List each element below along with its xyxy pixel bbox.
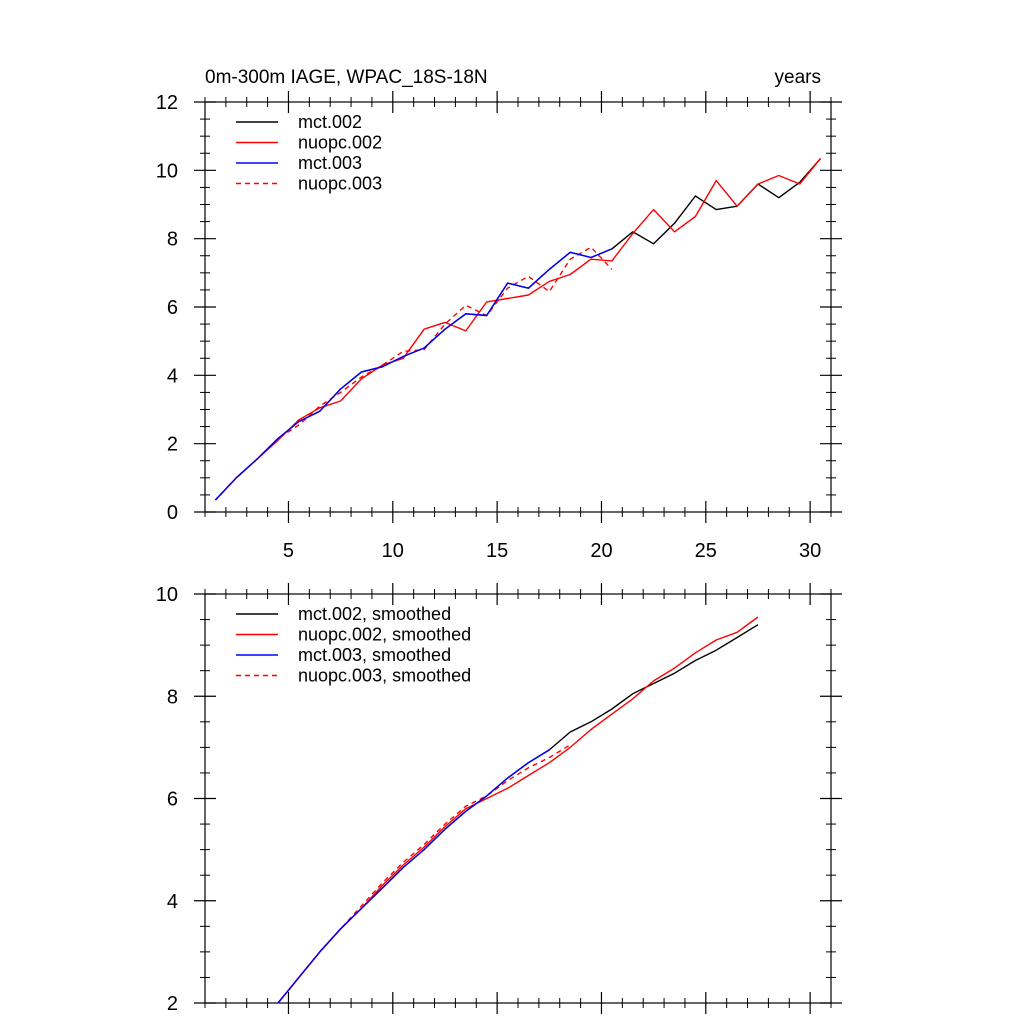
plot-frame [204,101,832,513]
x-tick-label: 30 [799,540,821,562]
series-line-nuopc-003-smoothed [277,744,571,1004]
chart-title-right: years [775,67,821,88]
legend-label: mct.002 [298,112,362,132]
y-tick-label: 10 [156,160,178,182]
y-tick-label: 10 [156,584,178,606]
legend-label: nuopc.003 [298,174,382,194]
series-line-nuopc-003 [214,246,613,501]
y-tick-label: 4 [167,365,178,387]
y-tick-label: 12 [156,92,178,114]
y-tick-label: 2 [167,993,178,1015]
y-tick-label: 0 [167,502,178,524]
x-tick-label: 15 [486,540,508,562]
series-line-mct-003 [214,248,613,501]
series-line-mct-003-smoothed [277,749,550,1004]
y-tick-label: 6 [167,789,178,811]
x-tick-label: 20 [590,540,612,562]
legend-label: mct.002, smoothed [298,604,451,624]
chart-title-left: 0m-300m IAGE, WPAC_18S-18N [205,67,488,88]
y-tick-label: 8 [167,229,178,251]
major-ticks [194,583,842,1014]
legend-label: mct.003, smoothed [298,645,451,665]
minor-ticks [200,589,836,1008]
series-line-nuopc-002 [214,157,822,501]
y-tick-label: 4 [167,891,178,913]
legend-label: nuopc.003, smoothed [298,666,471,686]
x-tick-label: 10 [382,540,404,562]
x-tick-label: 25 [695,540,717,562]
legend-label: nuopc.002, smoothed [298,625,471,645]
y-tick-label: 2 [167,434,178,456]
x-tick-label: 5 [283,540,294,562]
y-tick-label: 6 [167,297,178,319]
y-tick-label: 8 [167,686,178,708]
plot-frame [204,593,832,1004]
legend-label: nuopc.002 [298,133,382,153]
major-ticks [194,91,842,523]
minor-ticks [200,97,836,517]
series-line-mct-002 [214,157,822,501]
legend-label: mct.003 [298,153,362,173]
